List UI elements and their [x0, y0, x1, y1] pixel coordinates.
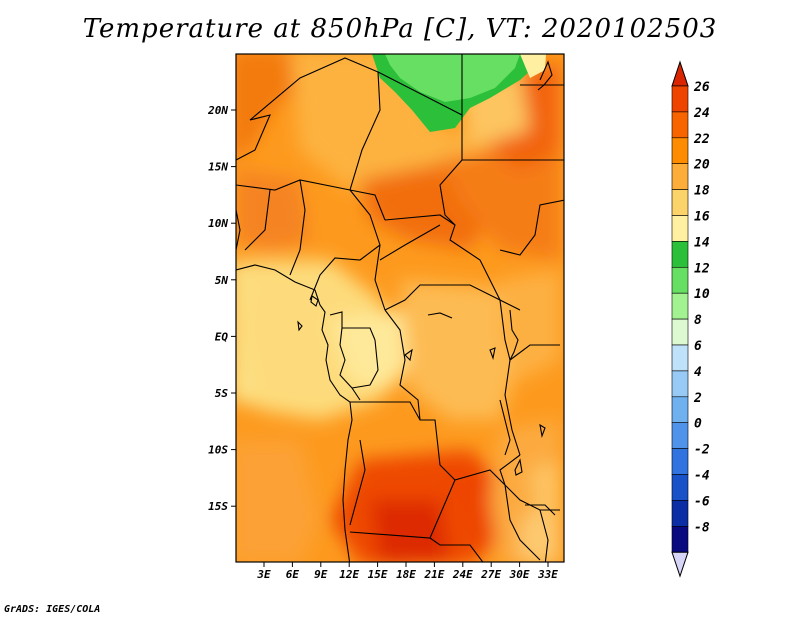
map-title: Temperature at 850hPa [C], VT: 202010250…: [82, 14, 718, 44]
colorbar-swatch: [671, 266, 689, 294]
colorbar-swatch: [671, 189, 689, 216]
colorbar-label: 2: [693, 391, 702, 406]
colorbar-swatch: [671, 241, 689, 268]
longitude-axis: 3E 6E 9E 12E 15E 18E 21E 24E 27E 30E 33E: [256, 562, 558, 581]
lon-label: 27E: [480, 568, 501, 581]
colorbar-label: 8: [694, 313, 702, 328]
colorbar-label: -8: [694, 520, 710, 535]
lat-label: 5S: [215, 387, 229, 400]
colorbar-swatch: [671, 137, 689, 165]
colorbar-label: 26: [693, 80, 710, 95]
map-frame: [235, 53, 565, 563]
lat-label: 5N: [215, 274, 229, 287]
colorbar-swatch: [671, 215, 689, 242]
colorbar-swatch: [671, 370, 689, 398]
colorbar-swatch: [671, 111, 689, 139]
lat-label: 10S: [208, 444, 228, 457]
colorbar-label: -4: [694, 469, 710, 484]
colorbar-label: 10: [694, 287, 710, 302]
lon-label: 18E: [396, 568, 416, 581]
latitude-axis: 20N 15N 10N 5N EQ 5S 10S 15S: [207, 104, 236, 513]
lon-label: 15E: [368, 568, 388, 581]
lat-label: 20N: [207, 104, 228, 117]
lon-label: 12E: [339, 568, 359, 581]
grads-credit: GrADS: IGES/COLA: [4, 604, 101, 615]
colorbar-label: 4: [694, 365, 702, 380]
colorbar-top-arrow: [671, 60, 689, 87]
colorbar-swatch: [671, 474, 689, 501]
colorbar-label: 20: [693, 158, 710, 173]
colorbar-swatch: [671, 396, 689, 423]
colorbar-label: 18: [694, 184, 710, 199]
colorbar-label: -2: [694, 443, 710, 458]
colorbar-swatch: [671, 292, 689, 320]
colorbar-swatch: [671, 163, 689, 190]
lat-label: 10N: [208, 217, 228, 230]
colorbar-bottom-arrow: [671, 551, 689, 578]
lon-label: 30E: [509, 568, 530, 581]
lon-label: 6E: [286, 568, 300, 581]
colorbar-label: 14: [694, 235, 710, 250]
colorbar-swatch: [671, 344, 689, 372]
lon-label: 3E: [256, 568, 271, 581]
lon-label: 24E: [452, 568, 473, 581]
lon-label: 21E: [423, 568, 444, 581]
lat-label: EQ: [215, 330, 229, 343]
lon-label: 33E: [537, 568, 558, 581]
lon-label: 9E: [314, 568, 328, 581]
colorbar-swatch: [671, 85, 689, 113]
colorbar-swatch: [671, 525, 689, 553]
colorbar-label: 0: [694, 417, 702, 432]
lat-label: 15S: [208, 500, 228, 513]
colorbar-swatch: [671, 448, 689, 475]
colorbar-label: 12: [694, 261, 710, 276]
colorbar-swatch: [671, 422, 689, 449]
colorbar-label: 22: [693, 132, 710, 147]
colorbar-swatch: [671, 318, 689, 346]
colorbar-swatch: [671, 500, 689, 527]
colorbar-label: -6: [694, 494, 710, 509]
country-boundaries: [236, 54, 564, 562]
lat-label: 15N: [208, 161, 228, 174]
colorbar-label: 6: [694, 339, 702, 354]
colorbar-label: 16: [694, 210, 710, 225]
colorbar-label: 24: [693, 106, 710, 121]
coastlines: [236, 60, 556, 562]
